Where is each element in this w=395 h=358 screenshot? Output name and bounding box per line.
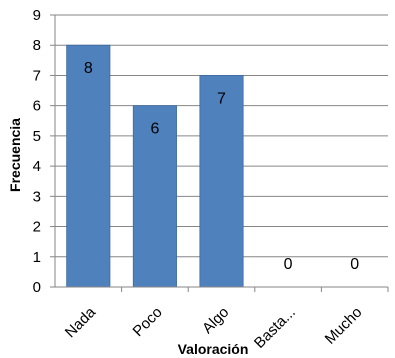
x-tick-label: Basta... (251, 304, 299, 352)
x-tick-label: Nada (62, 303, 100, 341)
data-label: 8 (84, 60, 93, 77)
y-tick-label: 0 (33, 279, 41, 296)
x-tick-label: Poco (130, 304, 166, 340)
bar-nada (66, 44, 111, 288)
x-tick-label: Algo (199, 304, 232, 337)
y-tick-label: 1 (33, 249, 41, 266)
data-label: 0 (350, 256, 359, 273)
y-tick-label: 5 (33, 128, 41, 145)
data-label: 7 (217, 90, 226, 107)
y-tick-label: 8 (33, 37, 41, 54)
y-tick-label: 7 (33, 67, 41, 84)
y-tick-label: 4 (33, 158, 41, 175)
y-tick-labels: 0 1 2 3 4 5 6 7 8 9 (33, 7, 41, 296)
bars (66, 44, 244, 288)
y-tick-label: 2 (33, 219, 41, 236)
data-label: 6 (150, 121, 159, 138)
y-tick-label: 6 (33, 98, 41, 115)
y-tick-label: 9 (33, 7, 41, 24)
data-labels: 8 6 7 0 0 (84, 60, 359, 273)
bar-poco (132, 105, 177, 288)
y-tick-label: 3 (33, 188, 41, 205)
axes (50, 14, 389, 292)
y-axis-title: Frecuencia (7, 118, 23, 192)
data-label: 0 (284, 256, 293, 273)
x-axis-title: Valoración (178, 341, 249, 357)
x-tick-label: Mucho (322, 304, 366, 348)
